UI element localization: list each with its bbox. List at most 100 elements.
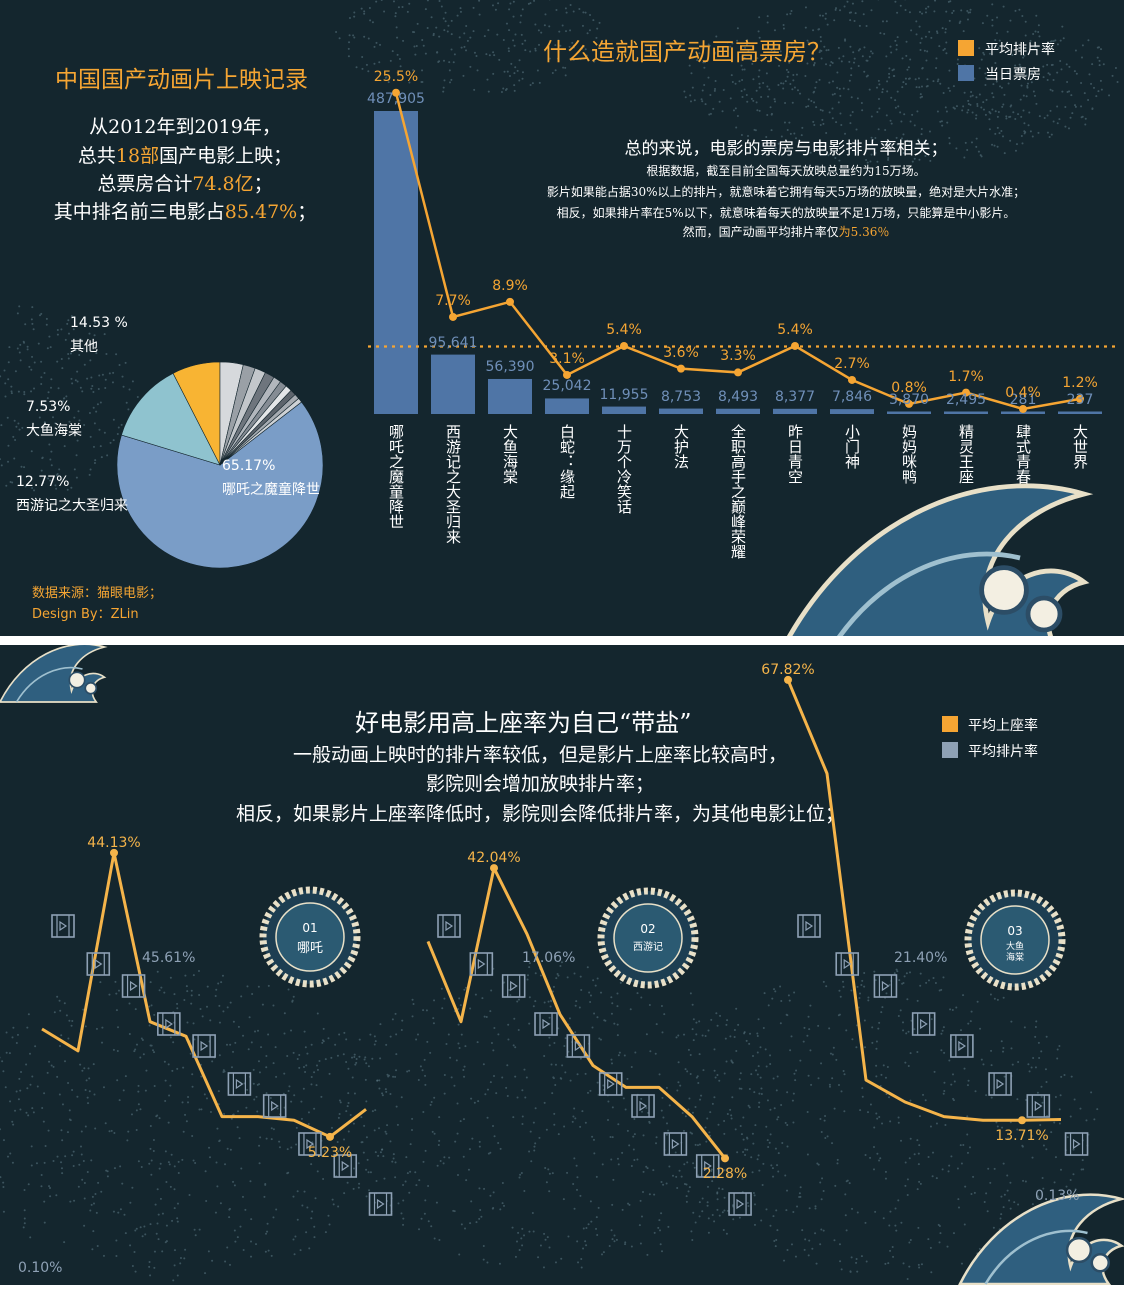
film-schedule-icon [86, 952, 111, 976]
badge-number: 02 [640, 922, 656, 936]
schedule-rate-label: 0.8% [891, 379, 927, 396]
seat-rate-point [110, 848, 118, 857]
category-label: 白蛇：缘起 [558, 424, 576, 499]
category-label: 精灵王座 [957, 424, 975, 484]
film-schedule-icon [298, 1132, 322, 1156]
notes-line: 相反，如果排片率在5%以下，就意味着每天的放映量不足1万场，只能算是中小影片。 [556, 206, 1016, 220]
bar-0 [374, 111, 418, 414]
bar-12 [1058, 411, 1102, 414]
pie-slice-nezha [116, 401, 324, 569]
category-label: 肆式青春 [1014, 424, 1032, 484]
badge-center-1 [275, 902, 345, 972]
schedule-rate-point [1019, 404, 1027, 413]
seat-rate-label: 44.13% [87, 834, 141, 851]
bottom-panel: 好电影用高上座率为自己“带盐” 一般动画上映时的排片率较低，但是影片上座率比较高… [0, 645, 1124, 1285]
decoration-layer [0, 0, 1119, 636]
film-schedule-icon [51, 914, 75, 938]
bar-1 [431, 354, 475, 414]
bar-5 [659, 408, 703, 414]
seat-rate-line-charts [41, 675, 1089, 1216]
schedule-rate-point [734, 368, 742, 377]
film-schedule-icon [1064, 1132, 1089, 1156]
bar-value-label: 237 [1066, 391, 1094, 408]
bar-9 [887, 411, 931, 414]
category-label: 十万个冷笑话 [615, 424, 633, 514]
film-schedule-icon [227, 1072, 252, 1096]
film-schedule-icon [501, 974, 526, 998]
badge-center-2 [613, 903, 683, 973]
seat-rate-label: 13.71% [995, 1128, 1049, 1145]
summary-line: 总票房合计74.8亿； [97, 169, 272, 196]
wave-illustration-corner [0, 645, 108, 703]
bar-value-label: 3,870 [888, 391, 930, 408]
seat-rate-label: 42.04% [467, 850, 521, 867]
category-label: 大世界 [1071, 424, 1089, 469]
summary-line: 从2012年到2019年， [89, 112, 281, 139]
film-schedule-icon [157, 1012, 181, 1036]
film-schedule-icon [566, 1034, 591, 1058]
category-label: 全职高手之巅峰荣耀 [729, 424, 747, 559]
stipple-mountain-right [665, 968, 1099, 1280]
legend-swatch-schedule [958, 40, 974, 56]
summary-highlight: 85.47% [224, 201, 298, 223]
stipple-cloud-top-center [335, 0, 604, 94]
legend-swatch-seat [942, 716, 958, 732]
film-schedule-icon [192, 1034, 216, 1058]
schedule-rate-label: 3.6% [663, 344, 699, 361]
summary-text: 从2012年到2019年， [89, 116, 281, 138]
bar-4 [602, 406, 646, 414]
pie-name-label: 哪吒之魔童降世 [222, 482, 320, 498]
pie-slice-xiyouji [121, 372, 221, 466]
wave-illustration [786, 483, 1094, 636]
summary-text: ； [297, 201, 317, 223]
left-title: 中国国产动画片上映记录 [55, 67, 308, 93]
film-schedule-icon [988, 1072, 1012, 1096]
pie-name-label: 其他 [70, 339, 98, 355]
category-label: 小门神 [843, 424, 861, 469]
film-schedule-icon [695, 1154, 720, 1178]
bar-value-label: 25,042 [542, 378, 592, 395]
stipple-cloud-left [0, 305, 139, 492]
film-schedule-icon [333, 1154, 358, 1178]
schedule-rate-point [905, 399, 913, 408]
seat-rate-point [721, 1154, 729, 1163]
badge-name: 大鱼 [1005, 942, 1025, 952]
schedule-rate-point [392, 88, 400, 97]
schedule-rate-label: 3.3% [720, 348, 756, 365]
schedule-rate-point [848, 375, 856, 384]
schedule-rate-label: 21.40% [894, 950, 948, 966]
film-schedule-icon [797, 914, 821, 938]
film-schedule-icon [663, 1132, 688, 1156]
legend-swatch-schedule-2 [942, 742, 958, 758]
bar-value-label: 8,493 [717, 388, 759, 405]
schedule-rate-label: 5.4% [777, 321, 813, 338]
seat-rate-point [1018, 1116, 1026, 1125]
data-source: 数据来源：猫眼电影； [32, 586, 163, 601]
bar-value-label: 8,753 [660, 388, 702, 405]
schedule-rate-label: 1.7% [948, 368, 984, 385]
summary-line: 总共18部国产电影上映； [78, 141, 292, 168]
film-schedule-icon [950, 1034, 974, 1058]
badge-center-3 [980, 905, 1050, 975]
seat-rate-label: 5.23% [307, 1144, 353, 1161]
category-label: 大护法 [672, 424, 690, 469]
bar-chart-title: 什么造就国产动画高票房？ [543, 38, 831, 66]
film-schedule-icon [728, 1192, 752, 1216]
summary-text: ； [253, 173, 273, 195]
category-label: 大鱼海棠 [501, 424, 519, 484]
film-schedule-icon [835, 952, 860, 976]
top-panel: 中国国产动画片上映记录 从2012年到2019年， 总共18部国产电影上映； 总票房… [0, 0, 1124, 636]
film-schedule-icon [873, 974, 898, 998]
legend-schedule-label-2: 平均排片率 [968, 744, 1038, 760]
summary-text: 总票房合计 [97, 173, 193, 195]
seat-rate-line-1 [41, 851, 367, 1139]
schedule-rate-label: 7.7% [435, 292, 471, 309]
film-schedule-icon [121, 974, 146, 998]
summary-text: 其中排名前三电影占 [53, 201, 225, 223]
schedule-rate-label: 3.1% [549, 350, 585, 367]
category-label: 妈妈咪鸭 [900, 424, 918, 484]
subtitle-line: 相反，如果影片上座率降低时，影院则会降低排片率，为其他电影让位； [235, 803, 845, 825]
schedule-rate-label: 2.7% [834, 355, 870, 372]
summary-line: 其中排名前三电影占85.47%； [54, 197, 316, 224]
bar-value-label: 11,955 [599, 386, 649, 403]
